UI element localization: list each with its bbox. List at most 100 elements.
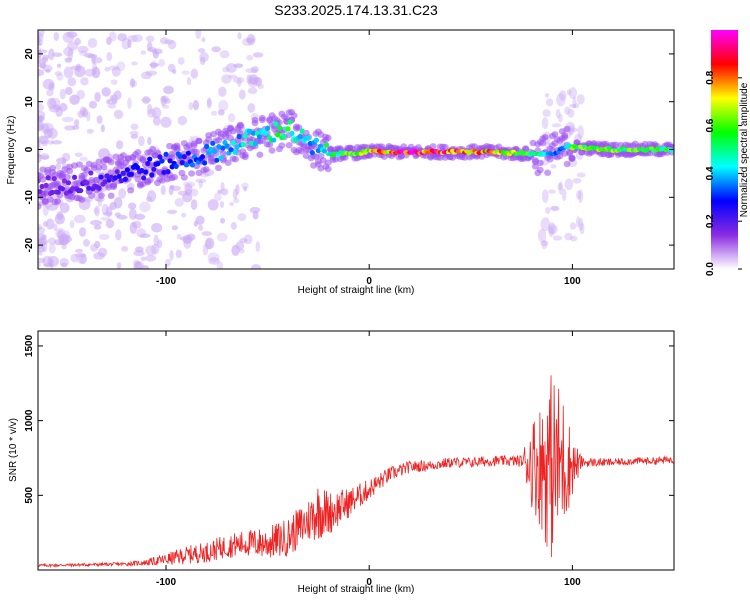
noise-cell [233,63,244,69]
spectrogram-y-ticks: -20 -10 0 10 20 [24,48,674,252]
noise-cell [104,66,110,72]
spectrogram-y-tick-label: -20 [24,237,35,252]
noise-cell [46,203,59,211]
noise-cell [38,57,46,69]
colorbar-tick-label: 0.6 [705,118,716,132]
noise-cell [211,110,218,116]
noise-cell [59,202,70,214]
noise-cell [38,250,43,256]
noise-cell [537,228,547,243]
colorbar-tick-label: 0.8 [705,70,716,84]
noise-cell [206,98,212,109]
ridge-core-cell [173,163,179,169]
noise-cell [217,189,223,194]
noise-cell [556,93,566,107]
noise-cell [40,140,49,147]
ridge-halo-cell [146,176,154,184]
noise-cell [237,213,247,222]
noise-cell [98,233,110,241]
ridge-core-cell [45,175,51,181]
noise-cell [76,89,86,100]
ridge-halo-cell [188,170,196,177]
ridge-core-cell [252,141,259,147]
noise-cell [157,239,163,248]
noise-cell [93,207,99,215]
noise-cell [67,48,74,61]
spectrogram-y-tick-label: 0 [24,146,35,152]
noise-cell [564,178,574,191]
noise-cell [162,104,170,109]
ridge-core-cell [59,186,65,192]
ridge-core-cell [210,140,216,146]
noise-cell [145,70,158,76]
ridge-core-cell [155,161,161,167]
noise-cell [174,197,184,207]
noise-cell [57,63,62,68]
noise-cell [145,245,157,256]
noise-cell [211,46,221,53]
noise-cell [110,79,118,85]
noise-cell [167,209,178,215]
noise-cell [38,46,42,54]
noise-cell [175,249,182,259]
spectrogram-x-tick-label: 0 [366,276,372,287]
ridge-core-cell [63,190,70,196]
ridge-core-cell [141,175,147,181]
noise-cell [42,220,48,227]
ridge-core-cell [69,185,76,192]
noise-cell [101,203,109,216]
noise-cell [82,108,89,118]
noise-cell [101,87,111,97]
noise-cell [236,77,242,88]
noise-cell [564,232,573,241]
ridge-core-cell [277,125,283,131]
ridge-halo-cell [39,176,47,183]
noise-cell [127,39,132,49]
noise-cell [94,240,101,249]
ridge-halo-cell [180,174,188,181]
noise-cell [97,196,103,207]
noise-cell [145,35,155,43]
noise-cell [38,116,44,124]
noise-cell [198,179,203,189]
ridge-halo-cell [219,150,227,157]
noise-cell [118,188,127,199]
ridge-core-cell [309,150,315,156]
noise-cell [38,223,43,231]
ridge-core-cell [240,141,246,148]
ridge-core-cell [38,189,43,195]
snr-x-ticks: -100 0 100 [156,331,581,588]
noise-cell [50,140,63,145]
noise-cell [129,221,138,234]
noise-cell [147,103,153,115]
noise-cell [116,61,126,72]
ridge-halo-cell [429,143,437,150]
snr-series-line [38,375,674,569]
noise-cell [207,252,220,263]
noise-cell [549,206,559,211]
noise-cell [129,78,136,88]
noise-cell [548,189,556,194]
noise-cell [100,216,111,221]
noise-cell [94,92,101,102]
noise-cell [188,102,194,110]
ridge-halo-cell [258,116,266,124]
noise-cell [208,257,220,265]
ridge-core-cell [313,137,319,143]
noise-cell [542,109,551,117]
ridge-halo-cell [251,116,259,124]
noise-cell [39,62,47,69]
noise-cell [195,178,207,184]
ridge-halo-cell [149,145,157,153]
noise-cell [205,237,215,250]
ridge-core-cell [287,119,293,125]
ridge-core-cell [230,140,236,146]
noise-cell [87,38,98,49]
noise-cell [127,97,132,110]
ridge-core-cell [88,170,94,176]
ridge-core-cell [98,174,104,180]
ridge-halo-cell [324,134,332,142]
ridge-halo-cell [531,163,539,170]
noise-cell [66,31,78,38]
noise-cell [133,250,145,257]
